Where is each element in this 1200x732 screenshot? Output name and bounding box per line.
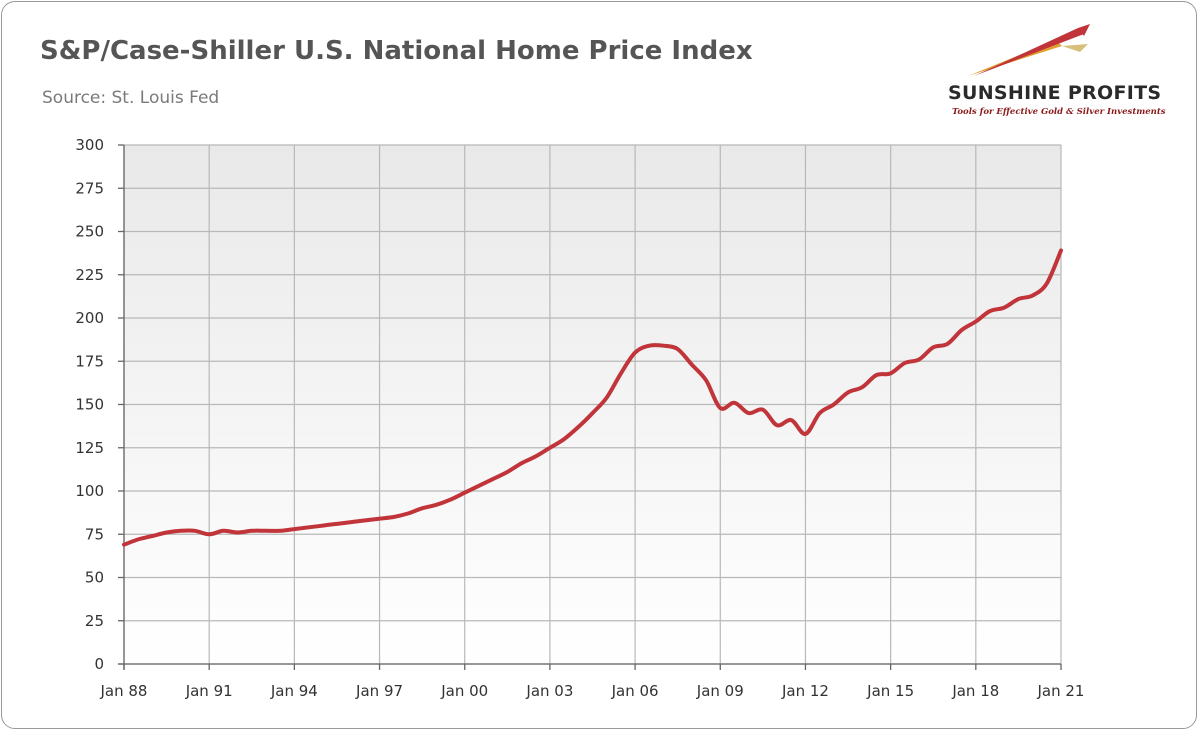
x-axis-ticks: Jan 88 Jan 91 Jan 94 Jan 97 Jan 00 Jan 03 Jan …	[100, 664, 1085, 700]
logo-name: SUNSHINE PROFITS	[948, 82, 1162, 104]
y-tick-label: 250	[75, 223, 104, 241]
y-axis-ticks: 0 25 50 75 100 125 150 175 200 225 250 275 300	[75, 136, 124, 673]
y-tick-label: 275	[75, 179, 104, 197]
x-tick-label: Jan 88	[100, 682, 148, 700]
logo-arrow-icon	[968, 24, 1090, 76]
x-tick-label: Jan 18	[951, 682, 999, 700]
y-tick-label: 175	[75, 352, 104, 370]
y-tick-label: 300	[75, 136, 104, 154]
chart-subtitle: Source: St. Louis Fed	[42, 88, 220, 108]
x-tick-label: Jan 00	[440, 682, 488, 700]
x-tick-label: Jan 21	[1037, 682, 1085, 700]
y-tick-label: 125	[75, 439, 104, 457]
x-tick-label: Jan 06	[611, 682, 659, 700]
y-tick-label: 50	[85, 569, 104, 587]
y-tick-label: 100	[75, 482, 104, 500]
x-tick-label: Jan 12	[781, 682, 829, 700]
x-tick-label: Jan 94	[270, 682, 318, 700]
series-line	[122, 248, 1063, 547]
sunshine-profits-logo: SUNSHINE PROFITS Tools for Effective Gol…	[938, 18, 1178, 128]
y-tick-label: 0	[94, 655, 104, 673]
y-tick-label: 75	[85, 525, 104, 543]
y-tick-label: 25	[85, 612, 104, 630]
chart-title: S&P/Case-Shiller U.S. National Home Pric…	[40, 36, 753, 66]
x-tick-label: Jan 03	[525, 682, 573, 700]
axes	[118, 145, 1061, 670]
y-tick-label: 150	[75, 396, 104, 414]
y-tick-label: 200	[75, 309, 104, 327]
y-tick-label: 225	[75, 266, 104, 284]
x-tick-label: Jan 15	[866, 682, 914, 700]
logo-tagline: Tools for Effective Gold & Silver Invest…	[952, 107, 1166, 117]
x-tick-label: Jan 09	[696, 682, 744, 700]
x-tick-label: Jan 91	[185, 682, 233, 700]
x-tick-label: Jan 97	[355, 682, 403, 700]
